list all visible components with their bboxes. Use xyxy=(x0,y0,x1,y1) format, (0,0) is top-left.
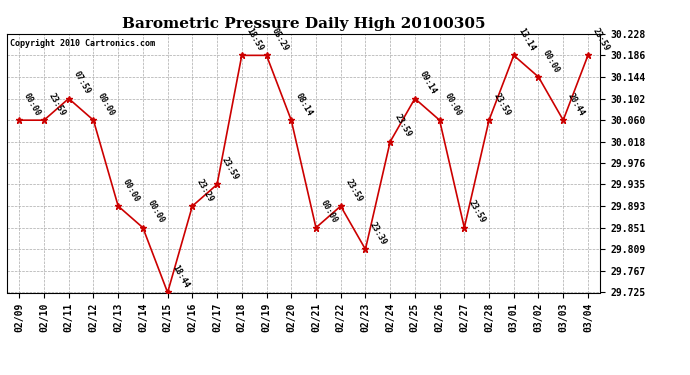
Text: 23:59: 23:59 xyxy=(220,156,240,182)
Text: 23:59: 23:59 xyxy=(344,177,364,203)
Text: 00:00: 00:00 xyxy=(442,91,463,117)
Text: 23:59: 23:59 xyxy=(467,199,487,225)
Text: 00:00: 00:00 xyxy=(541,48,562,74)
Text: 00:00: 00:00 xyxy=(319,199,339,225)
Text: 00:00: 00:00 xyxy=(22,91,42,117)
Text: Copyright 2010 Cartronics.com: Copyright 2010 Cartronics.com xyxy=(10,39,155,48)
Text: 23:39: 23:39 xyxy=(368,220,388,246)
Text: 23:59: 23:59 xyxy=(47,91,67,117)
Text: 05:29: 05:29 xyxy=(269,26,290,53)
Text: 20:44: 20:44 xyxy=(566,91,586,117)
Text: 23:59: 23:59 xyxy=(393,113,413,139)
Text: 18:59: 18:59 xyxy=(244,26,265,53)
Text: 00:00: 00:00 xyxy=(96,91,117,117)
Text: 13:14: 13:14 xyxy=(517,26,537,53)
Text: 08:14: 08:14 xyxy=(294,91,315,117)
Text: 23:59: 23:59 xyxy=(492,91,512,117)
Text: 00:00: 00:00 xyxy=(146,199,166,225)
Text: 07:59: 07:59 xyxy=(72,70,92,96)
Text: 23:59: 23:59 xyxy=(591,26,611,53)
Text: 23:29: 23:29 xyxy=(195,177,215,203)
Text: 09:14: 09:14 xyxy=(417,70,438,96)
Title: Barometric Pressure Daily High 20100305: Barometric Pressure Daily High 20100305 xyxy=(122,17,485,31)
Text: 00:00: 00:00 xyxy=(121,177,141,203)
Text: 18:44: 18:44 xyxy=(170,264,190,290)
